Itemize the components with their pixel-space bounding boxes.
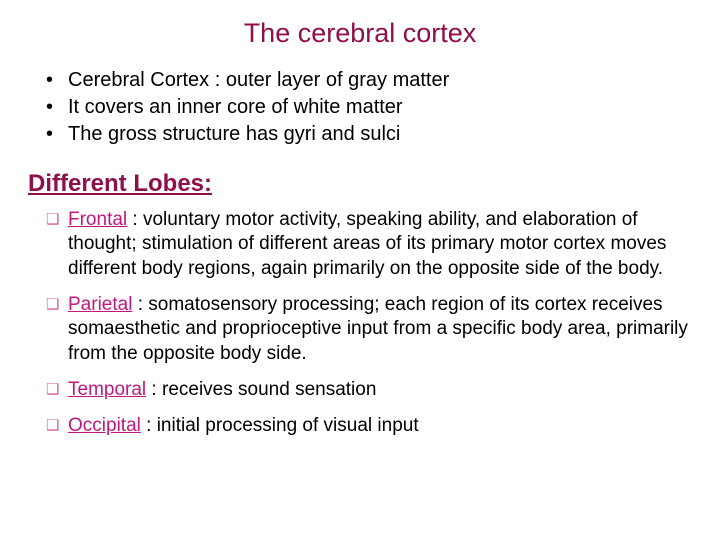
lobe-desc: : voluntary motor activity, speaking abi…: [68, 209, 666, 279]
lobe-desc: : receives sound sensation: [146, 379, 376, 400]
lobe-item: ❑ Parietal : somatosensory processing; e…: [46, 293, 692, 366]
lobe-item: ❑ Frontal : voluntary motor activity, sp…: [46, 208, 692, 281]
bullet-item: • It covers an inner core of white matte…: [46, 94, 692, 121]
bullet-marker: •: [46, 67, 68, 94]
lobe-text: Parietal : somatosensory processing; eac…: [68, 293, 692, 366]
lobe-name: Frontal: [68, 209, 127, 230]
bullet-item: • Cerebral Cortex : outer layer of gray …: [46, 67, 692, 94]
lobe-name: Temporal: [68, 379, 146, 400]
lobe-list: ❑ Frontal : voluntary motor activity, sp…: [46, 208, 692, 439]
bullet-text: Cerebral Cortex : outer layer of gray ma…: [68, 67, 449, 94]
bullet-marker: •: [46, 121, 68, 148]
square-bullet-icon: ❑: [46, 208, 68, 229]
bullet-marker: •: [46, 94, 68, 121]
lobe-text: Frontal : voluntary motor activity, spea…: [68, 208, 692, 281]
lobe-item: ❑ Occipital : initial processing of visu…: [46, 414, 692, 438]
intro-bullet-list: • Cerebral Cortex : outer layer of gray …: [46, 67, 692, 148]
bullet-text: It covers an inner core of white matter: [68, 94, 403, 121]
bullet-item: • The gross structure has gyri and sulci: [46, 121, 692, 148]
lobe-item: ❑ Temporal : receives sound sensation: [46, 378, 692, 402]
lobe-name: Occipital: [68, 415, 141, 436]
square-bullet-icon: ❑: [46, 378, 68, 399]
square-bullet-icon: ❑: [46, 293, 68, 314]
lobe-text: Temporal : receives sound sensation: [68, 378, 692, 402]
square-bullet-icon: ❑: [46, 414, 68, 435]
slide-title: The cerebral cortex: [28, 18, 692, 49]
lobe-text: Occipital : initial processing of visual…: [68, 414, 692, 438]
lobe-desc: : initial processing of visual input: [141, 415, 419, 436]
lobes-subheading: Different Lobes:: [28, 170, 692, 198]
lobe-desc: : somatosensory processing; each region …: [68, 294, 688, 364]
bullet-text: The gross structure has gyri and sulci: [68, 121, 400, 148]
lobe-name: Parietal: [68, 294, 132, 315]
